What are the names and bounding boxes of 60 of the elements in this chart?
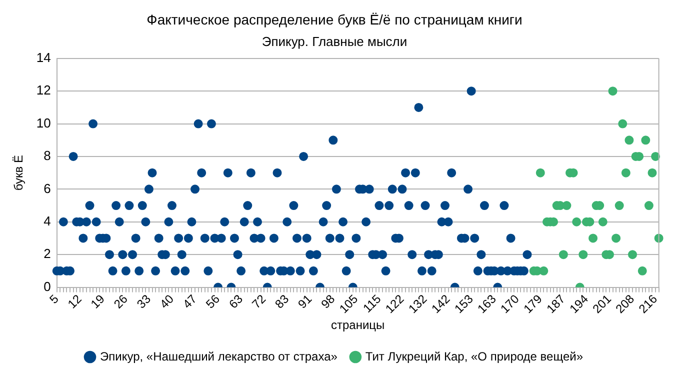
x-tick-label: 132: [406, 292, 430, 316]
y-tick-label: 8: [44, 148, 51, 164]
point: [539, 266, 548, 276]
x-tick-label: 19: [88, 292, 108, 312]
point: [648, 168, 657, 178]
point: [624, 136, 634, 145]
x-tick-label: 216: [636, 292, 660, 316]
x-tick-label: 201: [590, 292, 614, 316]
point: [588, 234, 598, 243]
x-tick-label: 33: [134, 292, 154, 312]
point: [612, 234, 621, 243]
point: [641, 136, 650, 145]
y-tick-label: 12: [36, 82, 51, 98]
point: [608, 86, 618, 96]
point: [651, 152, 660, 161]
point: [558, 250, 568, 260]
x-tick-label: 72: [249, 292, 269, 312]
x-tick-label: 56: [203, 292, 223, 312]
y-tick-label: 14: [36, 50, 51, 65]
x-tick-label: 153: [452, 292, 476, 316]
y-tick-label: 4: [44, 213, 51, 228]
x-axis-title: страницы: [331, 318, 385, 332]
point: [614, 201, 624, 210]
x-tick-label: 47: [180, 292, 200, 312]
point: [618, 119, 628, 128]
x-tick-label: 98: [318, 292, 338, 312]
x-tick-label: 179: [520, 292, 546, 316]
x-tick-label: 187: [544, 292, 568, 316]
y-tick-label: 6: [44, 180, 51, 196]
point: [598, 217, 608, 226]
point: [536, 168, 545, 178]
x-tick-label: 208: [612, 292, 638, 316]
y-tick-label: 2: [44, 246, 51, 262]
y-axis-title: букв Ё: [12, 155, 26, 191]
x-tick-label: 122: [382, 292, 407, 316]
x-tick-label: 5: [46, 292, 62, 307]
x-tick-label: 115: [360, 292, 384, 316]
x-tick-label: 12: [65, 292, 85, 312]
x-tick-label: 194: [566, 292, 592, 316]
x-tick-label: 40: [157, 292, 177, 312]
x-tick-label: 105: [336, 292, 361, 316]
y-tick-label: 0: [44, 278, 51, 294]
y-tick-label: 10: [36, 115, 51, 130]
point: [628, 250, 638, 260]
chart-subtitle: Эпикур. Главные мысли: [262, 34, 408, 50]
x-tick-label: 83: [272, 292, 292, 312]
point: [572, 217, 582, 226]
point: [638, 266, 647, 276]
x-tick-label: 63: [226, 292, 246, 312]
point: [644, 201, 654, 210]
point: [621, 168, 630, 178]
point: [578, 250, 588, 260]
x-tick-label: 91: [295, 292, 315, 312]
x-tick-label: 170: [498, 292, 522, 316]
x-tick-label: 163: [474, 292, 500, 316]
x-tick-label: 142: [428, 292, 453, 316]
legend-label: Тит Лукреций Кар, «О природе вещей»: [365, 349, 584, 364]
x-tick-label: 26: [111, 292, 131, 312]
chart-title: Фактическое распределение букв Ё/ё по страницам книги: [146, 11, 522, 28]
legend-label: Эпикур, «Нашедший лекарство от страха»: [100, 349, 338, 364]
